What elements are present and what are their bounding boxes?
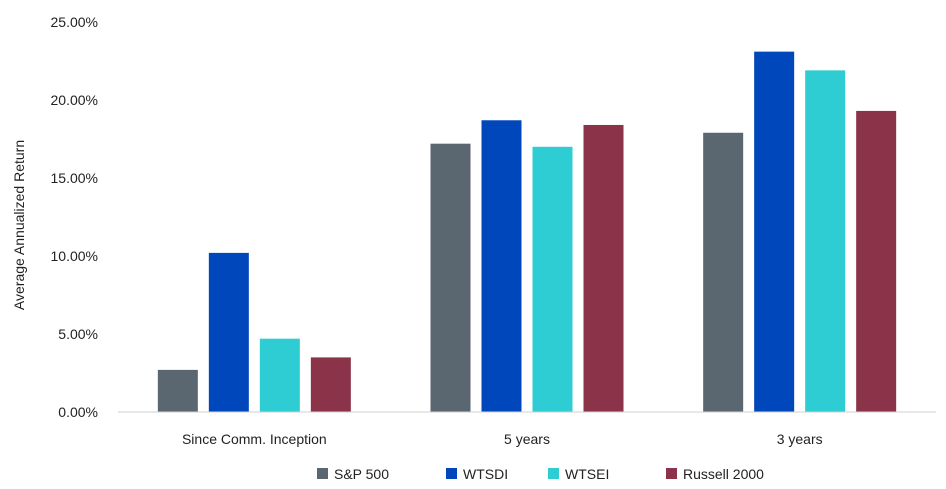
category-labels: Since Comm. Inception 5 years 3 years — [182, 431, 823, 447]
bar — [703, 132, 744, 412]
legend: S&P 500 WTSDI WTSEI Russell 2000 — [317, 466, 764, 482]
bar — [532, 146, 573, 413]
category-label: 3 years — [777, 431, 823, 447]
bar — [208, 252, 249, 412]
bar — [310, 357, 351, 412]
bar — [856, 110, 897, 413]
y-axis-title: Average Annualized Return — [11, 140, 27, 310]
y-tick-label: 5.00% — [58, 326, 98, 342]
legend-label: WTSDI — [463, 466, 508, 482]
bar — [430, 143, 471, 412]
y-tick-label: 15.00% — [51, 170, 98, 186]
y-tick-label: 25.00% — [51, 14, 98, 30]
bar — [754, 51, 795, 412]
bar — [805, 70, 846, 413]
bar — [259, 338, 300, 412]
y-tick-label: 0.00% — [58, 404, 98, 420]
y-axis-ticks: 0.00% 5.00% 10.00% 15.00% 20.00% 25.00% — [51, 14, 98, 420]
legend-swatch — [317, 468, 328, 479]
legend-swatch — [666, 468, 677, 479]
legend-swatch — [548, 468, 559, 479]
bars — [157, 51, 897, 413]
legend-label: Russell 2000 — [683, 466, 764, 482]
legend-swatch — [446, 468, 457, 479]
y-tick-label: 20.00% — [51, 92, 98, 108]
y-tick-label: 10.00% — [51, 248, 98, 264]
category-label: 5 years — [504, 431, 550, 447]
bar — [157, 369, 198, 412]
bar — [481, 120, 522, 412]
legend-label: WTSEI — [565, 466, 609, 482]
category-label: Since Comm. Inception — [182, 431, 327, 447]
bar — [583, 124, 624, 413]
legend-label: S&P 500 — [334, 466, 389, 482]
